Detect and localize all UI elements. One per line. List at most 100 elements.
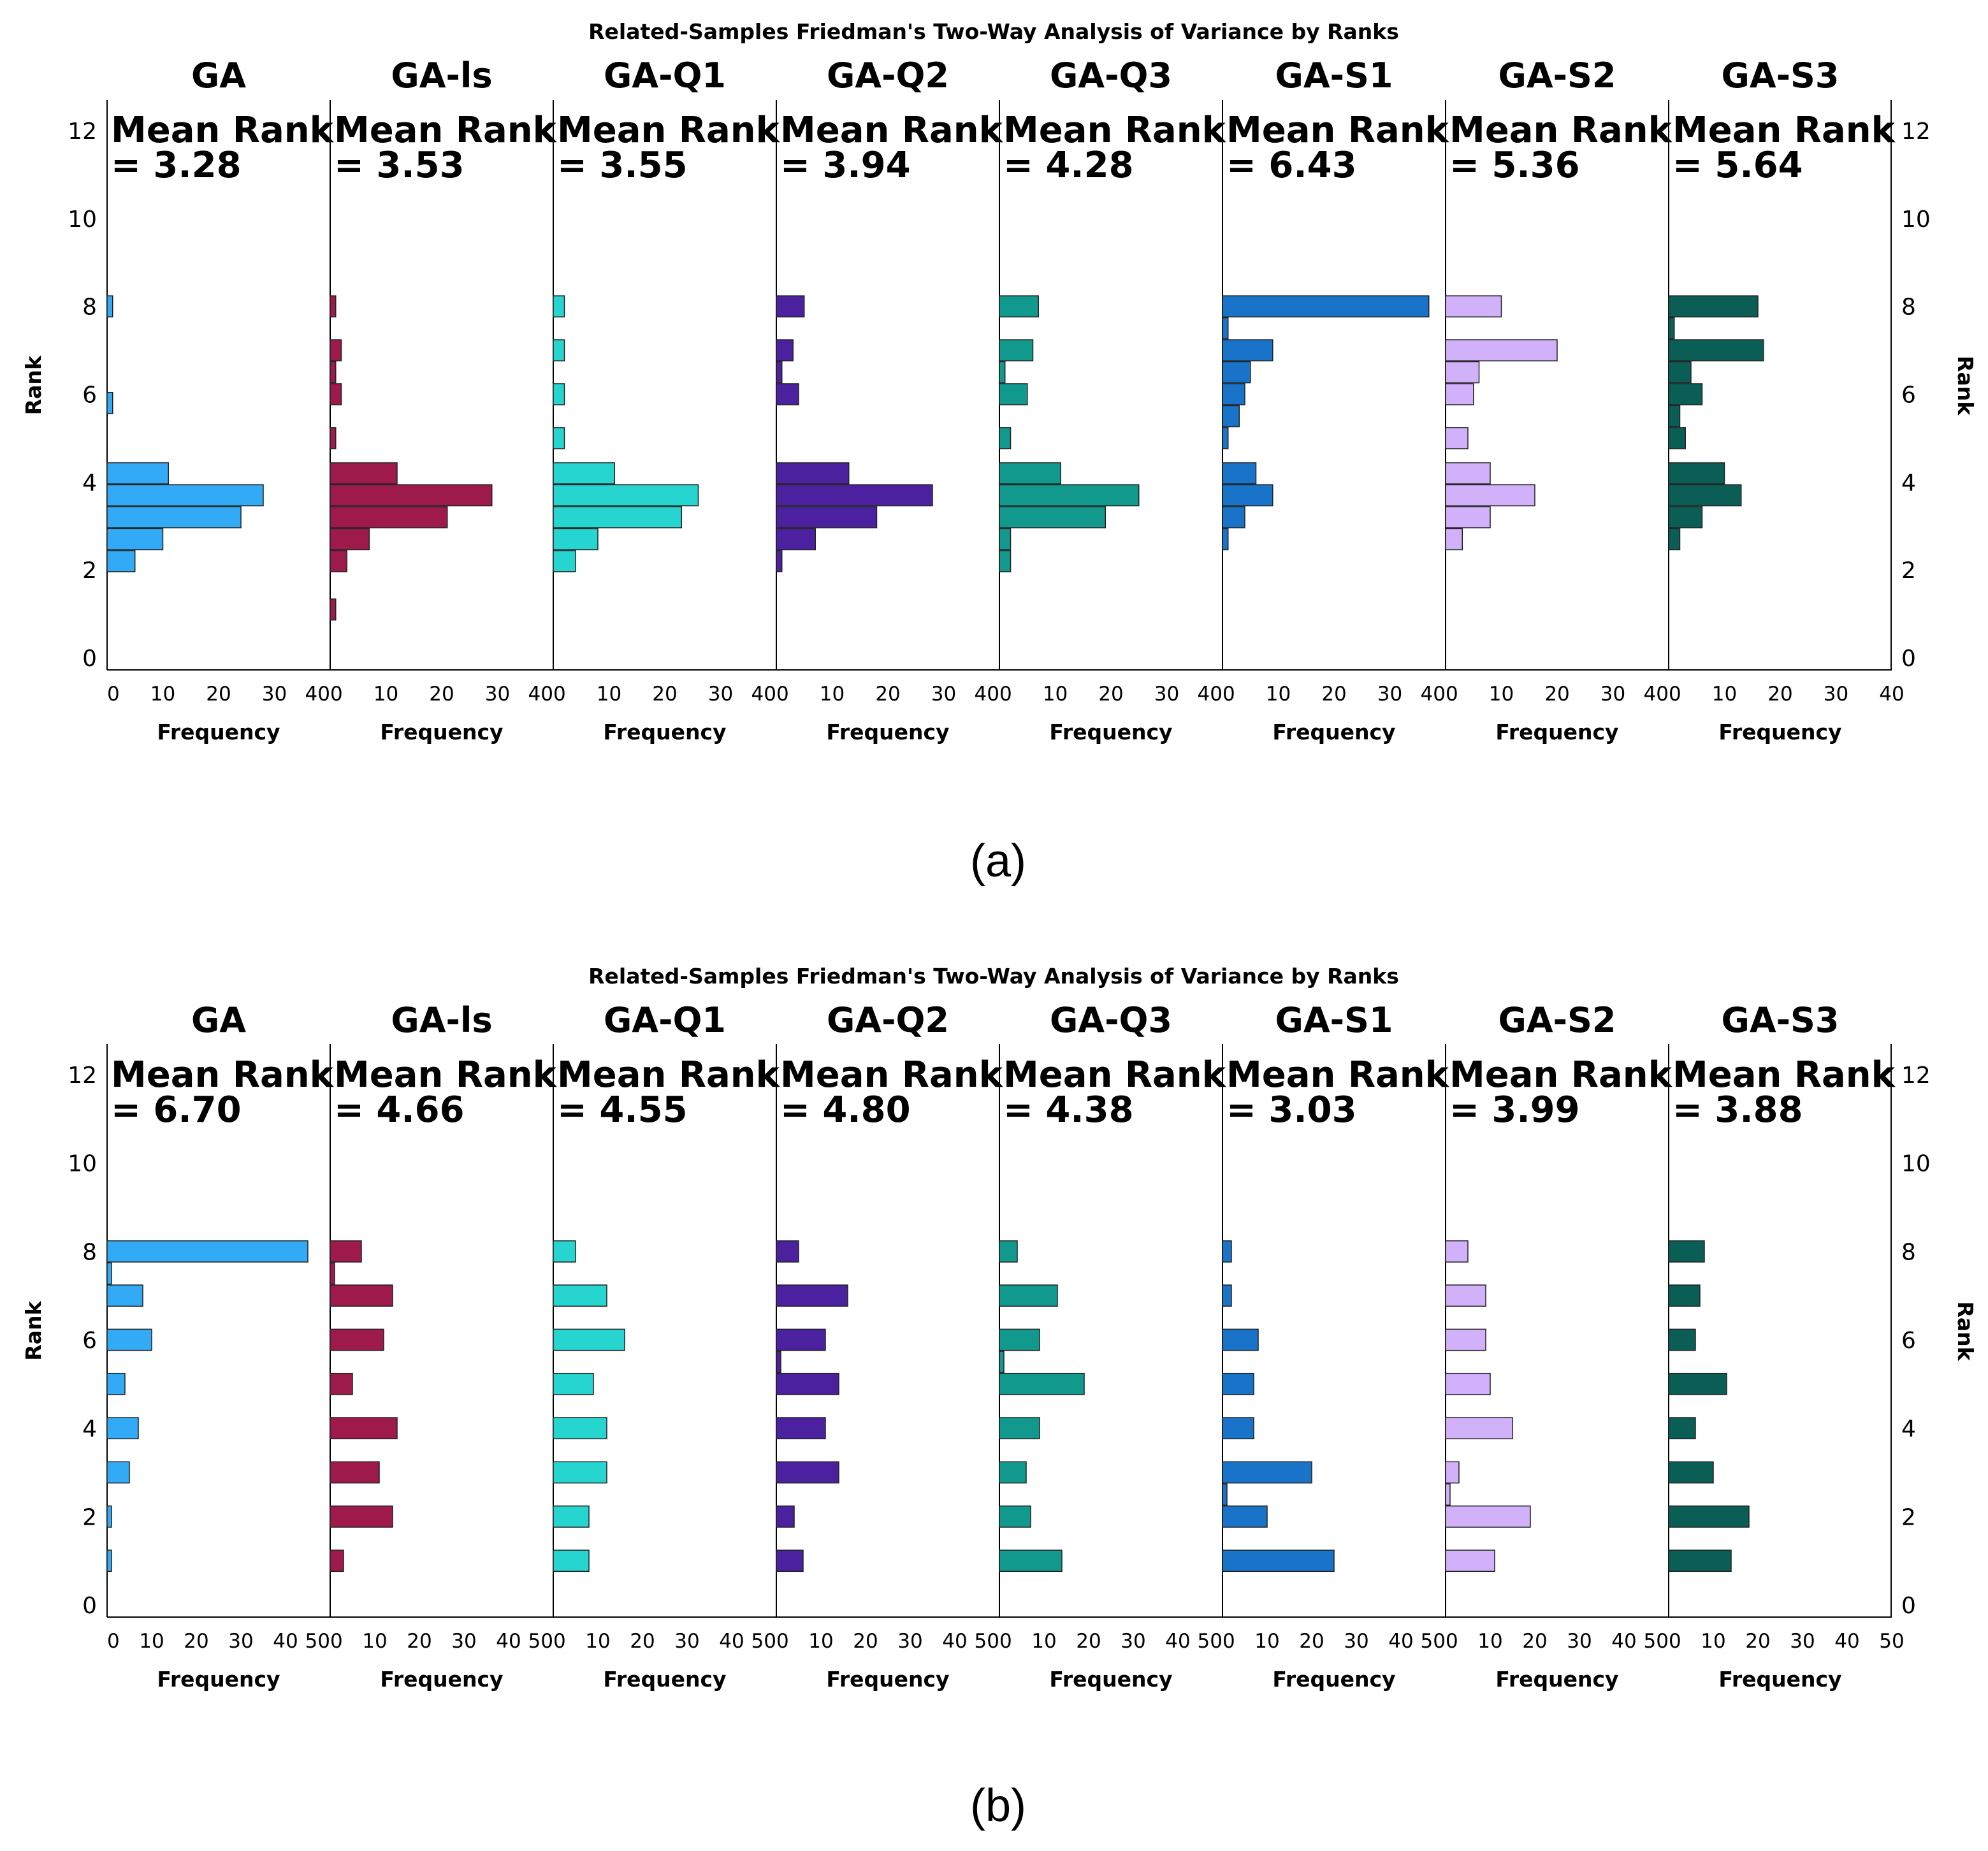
x-tick-label: 0 [330,1630,343,1653]
panel-ga-q2: GA-Q2 Mean Rank= 4.80 0 10 20 30 40 50 Frequency [776,1000,1004,1692]
x-tick-label: 10 [1254,1630,1279,1653]
x-tick-label: 0 [107,1630,120,1653]
x-tick-label: 30 [262,683,287,706]
bar [553,1328,625,1351]
x-tick-label: 40 [975,683,999,706]
chart-a: Related-Samples Friedman's Two-Way Analy… [21,19,1978,887]
bar [999,1284,1058,1307]
mean-rank-label: Mean Rank [1226,110,1450,151]
panel-ga-s2: GA-S2 Mean Rank= 3.99 0 10 20 30 40 50 Frequency [1445,1000,1673,1692]
bar [106,391,113,414]
bar [330,427,337,449]
x-tick-label: 10 [1477,1630,1502,1653]
bar [106,1550,112,1572]
x-tick-label: 50 [1879,1630,1904,1653]
mean-rank-value: = 4.66 [334,1089,465,1131]
x-tick-label: 20 [1076,1630,1101,1653]
panel-ga-s2: GA-S2 Mean Rank= 5.36 0 10 20 30 40 Frequency [1445,55,1673,744]
bar [776,1505,795,1528]
x-axis-label: Frequency [1495,720,1618,744]
bar [1222,295,1430,317]
group-name: GA-S2 [1498,1000,1616,1040]
bar [553,1417,607,1440]
mean-rank-value: = 5.36 [1449,145,1580,186]
x-tick-label: 20 [1299,1630,1324,1653]
x-tick-label: 40 [942,1630,967,1653]
y-tick-label-right: 0 [1901,646,1916,672]
x-tick-label: 0 [1446,1630,1458,1653]
subfigure-label: (a) [970,836,1026,887]
bar [999,1505,1031,1528]
x-axis-label: Frequency [157,720,280,744]
panel-ga-q2: GA-Q2 Mean Rank= 3.94 0 10 20 30 40 Frequency [776,55,1004,744]
x-tick-label: 40 [273,1630,298,1653]
bar [330,1240,362,1263]
bar [999,506,1106,528]
x-tick-label: 10 [1043,683,1068,706]
bar [1222,427,1229,449]
bar [999,528,1012,551]
bar [1222,1550,1335,1572]
x-tick-label: 0 [1223,1630,1235,1653]
bar [1222,462,1257,484]
mean-rank-label: Mean Rank [780,110,1004,151]
bar [1668,295,1759,317]
x-tick-label: 10 [1489,683,1514,706]
bar [1222,339,1273,361]
bar [1668,405,1681,428]
bar [1668,361,1692,384]
panel-ga-ls: GA-ls Mean Rank= 3.53 0 10 20 30 40 Frequency [330,55,558,744]
y-tick-label-right: 4 [1901,470,1916,496]
group-name: GA-ls [391,55,492,96]
x-tick-label: 0 [776,683,789,706]
y-axis-label-left: Rank [21,1301,46,1361]
bar [1668,1417,1696,1440]
y-tick-label-right: 12 [1901,119,1931,145]
panel-ga-q1: GA-Q1 Mean Rank= 3.55 0 10 20 30 40 Frequency [553,55,781,744]
y-tick-label-right: 2 [1901,558,1916,584]
bar [1445,427,1469,449]
y-tick-label-left: 8 [82,1239,97,1265]
group-name: GA-S1 [1275,55,1393,96]
x-tick-label: 0 [330,683,343,706]
bar [1222,1372,1254,1395]
mean-rank-value: = 4.55 [557,1089,688,1131]
bar [330,462,398,484]
x-tick-label: 20 [875,683,900,706]
y-tick-label-left: 2 [82,1504,97,1530]
chart-title: Related-Samples Friedman's Two-Way Analy… [588,19,1399,44]
x-tick-label: 50 [975,1630,999,1653]
y-tick-label-left: 8 [82,294,97,321]
bar [1445,383,1474,405]
bar [330,1417,398,1440]
x-tick-label: 40 [1644,683,1669,706]
bar [1222,1240,1232,1263]
bar [1445,1550,1495,1572]
bar [330,1262,335,1285]
mean-rank-label: Mean Rank [1003,110,1227,151]
group-name: GA-S2 [1498,55,1616,96]
bar [1222,484,1273,507]
y-tick-label-right: 10 [1901,1151,1931,1177]
bar [330,1505,393,1528]
mean-rank-value: = 3.55 [557,145,688,186]
bar [553,528,599,551]
bar [1445,1240,1469,1263]
bar [1668,1284,1701,1307]
bar [553,1550,590,1572]
bar [1445,462,1491,484]
bar [106,1240,308,1263]
y-tick-label-left: 0 [82,646,97,672]
group-name: GA-Q2 [827,55,949,96]
bar [999,295,1039,317]
bar [1222,1483,1228,1506]
bar [1445,1417,1513,1440]
panel-ga-s1: GA-S1 Mean Rank= 3.03 0 10 20 30 40 50 Frequency [1222,1000,1450,1692]
y-axis-label-right: Rank [1953,356,1978,416]
bar [1445,1372,1491,1395]
bar [999,339,1034,361]
mean-rank-value: = 3.53 [334,145,465,186]
x-tick-label: 0 [553,1630,566,1653]
x-tick-label: 0 [776,1630,789,1653]
panel-ga-s3: GA-S3 Mean Rank= 5.64 0 10 20 30 40 Frequency [1668,55,1905,744]
